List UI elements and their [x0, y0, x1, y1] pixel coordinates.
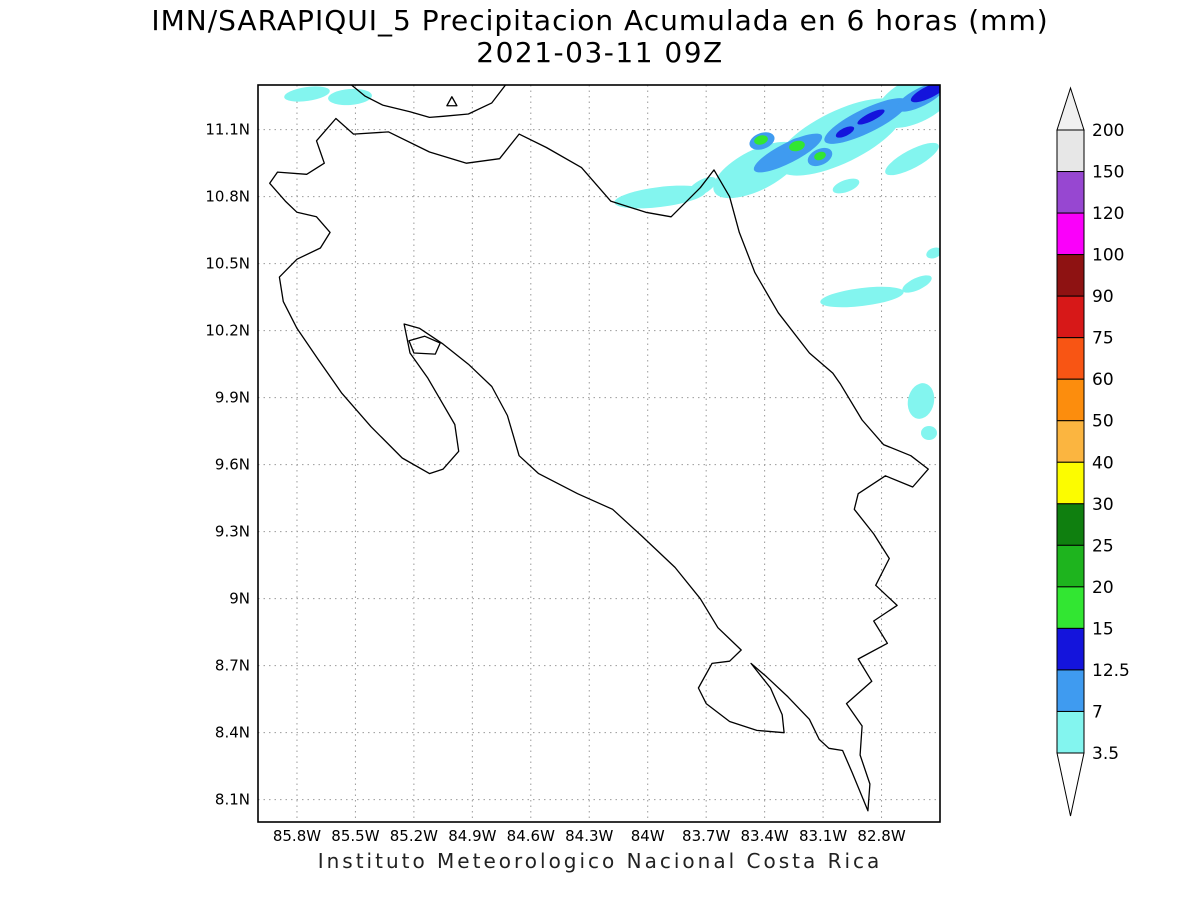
lat-label: 10.8N — [205, 188, 250, 206]
precipitation-shading-group — [284, 85, 940, 440]
colorbar-segment — [1056, 129, 1085, 173]
lat-label: 8.7N — [215, 657, 250, 675]
colorbar-segment — [1056, 254, 1085, 297]
lat-label: 11.1N — [205, 121, 250, 139]
lon-label: 85.2W — [390, 827, 438, 845]
colorbar-segment — [1056, 171, 1085, 214]
lon-label: 85.8W — [273, 827, 321, 845]
lat-label: 9N — [229, 590, 250, 608]
lat-label: 9.3N — [215, 523, 250, 541]
precip-blob-15mm — [814, 151, 826, 161]
precip-blob-15mm — [789, 140, 805, 152]
colorbar-level-label: 150 — [1092, 163, 1124, 183]
lon-label: 83.4W — [741, 827, 789, 845]
precip-blob-3.5mm — [614, 185, 706, 209]
footer-credit: Instituto Meteorologico Nacional Costa R… — [317, 849, 883, 873]
lon-label: 84.3W — [565, 827, 613, 845]
colorbar-segment — [1056, 295, 1085, 339]
lon-label: 82.8W — [857, 827, 905, 845]
colorbar-level-label: 75 — [1092, 329, 1114, 349]
precip-blob-3.5mm — [820, 286, 904, 308]
colorbar-level-label: 7 — [1092, 702, 1103, 722]
colorbar-level-label: 30 — [1092, 495, 1114, 515]
colorbar-level-label: 90 — [1092, 287, 1114, 307]
precip-blob-12.5mm — [910, 85, 940, 103]
colorbar-segment — [1056, 627, 1085, 671]
colorbar-level-label: 60 — [1092, 370, 1114, 390]
precip-blob-12.5mm — [835, 126, 855, 138]
colorbar-segment — [1056, 710, 1085, 754]
lon-label: 83.1W — [799, 827, 847, 845]
colorbar-segment — [1056, 212, 1085, 256]
precip-blob-3.5mm — [902, 275, 932, 293]
chart-title: IMN/SARAPIQUI_5 Precipitacion Acumulada … — [151, 4, 1049, 37]
colorbar-level-label: 40 — [1092, 453, 1114, 473]
gridlines-group — [258, 85, 940, 822]
precip-blob-3.5mm — [284, 86, 330, 102]
precip-blob-15mm — [754, 135, 768, 145]
colorbar-level-label: 100 — [1092, 246, 1124, 266]
map-frame — [257, 84, 941, 823]
precip-blob-3.5mm — [921, 426, 937, 440]
lon-label: 84.9W — [448, 827, 496, 845]
lat-label: 9.9N — [215, 389, 250, 407]
colorbar-top-triangle — [1056, 86, 1085, 131]
lon-label: 84.6W — [507, 827, 555, 845]
lat-label: 8.4N — [215, 724, 250, 742]
colorbar-level-label: 12.5 — [1092, 661, 1130, 681]
colorbar-segment — [1056, 503, 1085, 546]
coastline-group — [269, 85, 929, 812]
colorbar-segment — [1056, 586, 1085, 629]
precip-blob-3.5mm — [885, 142, 939, 176]
axis-labels-group: 11.1N 10.8N 10.5N 10.2N 9.9N 9.6N 9.3N 9N 8.7N 8.… — [205, 121, 905, 845]
colorbar-segment — [1056, 337, 1085, 380]
colorbar-level-label: 200 — [1092, 121, 1124, 141]
colorbar-level-label: 25 — [1092, 536, 1114, 556]
lake-island-marker — [446, 96, 458, 107]
colorbar-level-label: 120 — [1092, 204, 1124, 224]
lon-label: 83.7W — [682, 827, 730, 845]
colorbar-segment — [1056, 544, 1085, 588]
colorbar-bottom-triangle — [1056, 752, 1085, 817]
lat-label: 8.1N — [215, 791, 250, 809]
colorbar-segment — [1056, 669, 1085, 712]
colorbar-segment — [1056, 378, 1085, 422]
lat-label: 10.5N — [205, 255, 250, 273]
lon-label: 85.5W — [331, 827, 379, 845]
precip-blob-3.5mm — [832, 178, 860, 194]
lat-label: 10.2N — [205, 322, 250, 340]
chira-island-outline — [408, 335, 441, 355]
costa-rica-outline — [269, 117, 929, 812]
lake-nicaragua-shore — [350, 85, 507, 119]
precip-blob-12.5mm — [857, 109, 885, 125]
precip-blob-3.5mm — [907, 383, 935, 419]
colorbar-level-label: 3.5 — [1092, 744, 1119, 764]
colorbar-level-label: 50 — [1092, 412, 1114, 432]
colorbar-group: 200 150 120 100 90 75 60 50 40 30 25 20 15 12.5 7 3.5 — [1056, 86, 1130, 817]
colorbar-segment — [1056, 461, 1085, 505]
colorbar-level-label: 20 — [1092, 578, 1114, 598]
lon-label: 84W — [631, 827, 665, 845]
lat-label: 9.6N — [215, 456, 250, 474]
colorbar-level-label: 15 — [1092, 619, 1114, 639]
chart-subtitle: 2021-03-11 09Z — [476, 36, 724, 69]
precip-blob-3.5mm — [926, 247, 940, 259]
colorbar-segment — [1056, 420, 1085, 463]
precip-blob-3.5mm — [687, 176, 717, 198]
